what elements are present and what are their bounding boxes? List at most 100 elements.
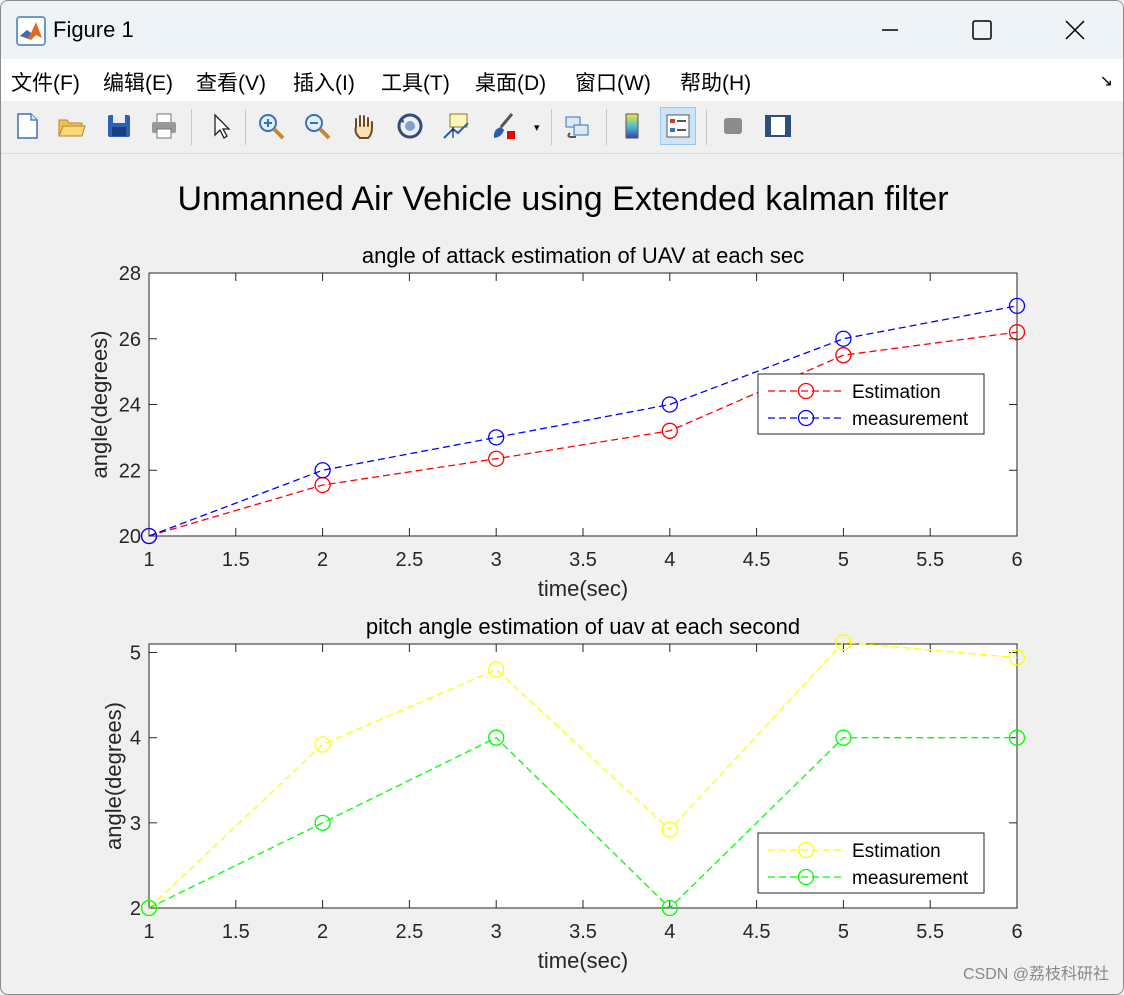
data-point-marker [835,729,852,746]
x-tick-label: 2.5 [395,921,423,943]
close-icon [1065,20,1085,40]
x-tick-label: 1.5 [222,921,250,943]
y-tick-label: 2 [130,898,141,920]
axes-title: pitch angle estimation of uav at each se… [366,614,800,639]
title-bar: Figure 1 [1,1,1123,59]
legend-entry-label: Estimation [852,382,941,403]
legend-button[interactable] [660,107,696,145]
print-icon [152,113,176,139]
close-button[interactable] [1052,9,1098,51]
data-cursor-icon [443,113,469,139]
data-point-marker [140,899,158,917]
data-point-marker [488,729,505,746]
pan-hand-icon [354,115,373,139]
legend-marker [797,382,815,400]
pan-button[interactable] [345,107,381,145]
pointer-button[interactable] [203,107,239,145]
menu-edit[interactable]: 编辑(E) [103,72,173,95]
y-tick-label: 3 [130,813,141,835]
brush-dropdown-icon[interactable]: ▾ [534,122,540,134]
zoom-in-button[interactable] [253,107,289,145]
data-point-marker [140,527,158,545]
figure-canvas: Unmanned Air Vehicle using Extended kalm… [87,180,1026,973]
x-tick-label: 4.5 [743,549,771,571]
colorbar-icon [625,113,639,139]
y-tick-label: 20 [119,526,141,548]
data-point-marker [314,814,331,831]
maximize-button[interactable] [959,9,1005,51]
x-tick-label: 3.5 [569,921,597,943]
brush-button[interactable] [485,107,521,145]
menu-tools[interactable]: 工具(T) [381,72,450,95]
rotate-3d-icon [397,113,423,139]
y-tick-label: 22 [119,460,141,482]
minimize-icon [882,29,898,31]
colorbar-button[interactable] [614,107,650,145]
print-button[interactable] [146,107,182,145]
save-button[interactable] [101,107,137,145]
x-tick-label: 1 [143,921,154,943]
data-point-marker [661,821,678,838]
x-tick-label: 5 [838,549,849,571]
x-axis-label: time(sec) [538,576,628,601]
minimize-button[interactable] [867,9,913,51]
legend-box [757,832,985,894]
new-figure-button[interactable] [9,107,45,145]
x-tick-label: 2 [317,549,328,571]
toolbar-separator [191,109,192,145]
menu-file[interactable]: 文件(F) [11,72,80,95]
axes-angle-of-attack[interactable]: angle of attack estimation of UAV at eac… [87,243,1026,601]
show-plot-tools-icon [765,115,791,137]
legend-marker [797,841,815,859]
brush-icon [493,113,515,139]
y-axis-label: angle(degrees) [87,331,112,479]
window-title: Figure 1 [53,17,134,42]
y-axis-label: angle(degrees) [101,702,126,850]
x-tick-label: 4.5 [743,921,771,943]
data-point-marker [1008,297,1026,315]
hide-plot-tools-icon [724,118,742,134]
menu-bar: 文件(F) 编辑(E) 查看(V) 插入(I) 工具(T) 桌面(D) 窗口(W… [1,59,1123,101]
data-point-marker [661,899,678,917]
link-plot-button[interactable] [559,107,595,145]
watermark-text: CSDN @荔枝科研社 [962,966,1109,983]
series-line-estimation [148,331,1018,537]
zoom-out-button[interactable] [299,107,335,145]
menu-overflow-icon[interactable]: ↘ [1099,73,1113,90]
series-line-measurement [148,305,1018,537]
x-tick-label: 1 [143,549,154,571]
legend-entry-label: measurement [852,409,969,430]
pointer-icon [214,113,231,139]
x-tick-label: 6 [1011,549,1022,571]
data-cursor-button[interactable] [438,107,474,145]
menu-window[interactable]: 窗口(W) [575,72,651,95]
open-file-icon [58,119,86,137]
data-point-marker [835,347,852,364]
data-point-marker [488,661,505,678]
data-point-marker [1008,324,1026,341]
hide-plot-tools-button[interactable] [715,107,751,145]
menu-help[interactable]: 帮助(H) [680,72,752,95]
x-tick-label: 5 [838,921,849,943]
toolbar: ▾ [1,101,1123,154]
menu-view[interactable]: 查看(V) [196,72,266,95]
open-file-button[interactable] [53,107,89,145]
menu-desktop[interactable]: 桌面(D) [475,72,547,95]
x-tick-label: 3 [491,921,502,943]
toolbar-separator [606,109,607,145]
x-tick-label: 1.5 [222,549,250,571]
legend-entry-label: Estimation [852,841,941,862]
rotate-3d-button[interactable] [392,107,428,145]
y-tick-label: 4 [130,728,141,750]
data-point-marker [1008,729,1026,746]
toolbar-separator [245,109,246,145]
axes-pitch-angle[interactable]: pitch angle estimation of uav at each se… [101,614,1026,973]
series-line-estimation [148,641,1018,909]
x-tick-label: 4 [664,549,675,571]
menu-insert[interactable]: 插入(I) [293,72,355,95]
series-line-measurement [148,736,1017,909]
data-point-marker [1008,649,1026,666]
show-plot-tools-button[interactable] [760,107,796,145]
data-point-marker [661,396,678,413]
